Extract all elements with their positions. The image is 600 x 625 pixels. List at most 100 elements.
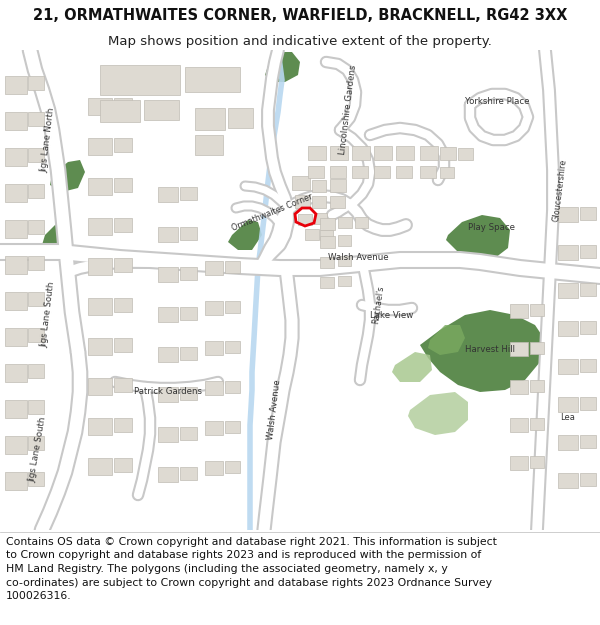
Polygon shape — [88, 298, 112, 315]
Polygon shape — [225, 261, 240, 273]
Text: HM Land Registry. The polygons (including the associated geometry, namely x, y: HM Land Registry. The polygons (includin… — [6, 564, 448, 574]
Polygon shape — [330, 146, 348, 160]
Polygon shape — [158, 387, 178, 402]
Polygon shape — [28, 292, 44, 306]
Polygon shape — [580, 473, 596, 486]
Polygon shape — [558, 473, 578, 488]
Polygon shape — [144, 100, 179, 120]
Polygon shape — [28, 436, 44, 450]
Polygon shape — [580, 435, 596, 448]
Polygon shape — [330, 166, 346, 178]
Text: 21, ORMATHWAITES CORNER, WARFIELD, BRACKNELL, RG42 3XX: 21, ORMATHWAITES CORNER, WARFIELD, BRACK… — [33, 8, 567, 22]
Polygon shape — [195, 135, 223, 155]
Polygon shape — [352, 166, 368, 178]
Polygon shape — [338, 276, 351, 286]
Polygon shape — [28, 220, 44, 234]
Polygon shape — [5, 292, 27, 310]
Polygon shape — [180, 187, 197, 200]
Polygon shape — [114, 138, 132, 152]
Polygon shape — [28, 76, 44, 90]
Text: Contains OS data © Crown copyright and database right 2021. This information is : Contains OS data © Crown copyright and d… — [6, 537, 497, 547]
Polygon shape — [558, 397, 578, 412]
Polygon shape — [205, 381, 223, 395]
Text: Harvest Hill: Harvest Hill — [465, 346, 515, 354]
Polygon shape — [580, 397, 596, 410]
Polygon shape — [312, 196, 326, 208]
Polygon shape — [225, 341, 240, 353]
Text: Walsh Avenue: Walsh Avenue — [266, 379, 282, 441]
Polygon shape — [28, 364, 44, 378]
Polygon shape — [88, 418, 112, 435]
Polygon shape — [180, 467, 197, 480]
Polygon shape — [558, 435, 578, 450]
Polygon shape — [308, 166, 324, 178]
Text: Walsh Avenue: Walsh Avenue — [328, 254, 388, 262]
Polygon shape — [205, 301, 223, 315]
Polygon shape — [158, 227, 178, 242]
Polygon shape — [205, 341, 223, 355]
Polygon shape — [88, 458, 112, 475]
Polygon shape — [88, 218, 112, 235]
Polygon shape — [580, 283, 596, 296]
Polygon shape — [50, 160, 85, 192]
Polygon shape — [330, 196, 345, 208]
Polygon shape — [158, 427, 178, 442]
Polygon shape — [558, 321, 578, 336]
Polygon shape — [180, 227, 197, 240]
Text: Play Space: Play Space — [469, 224, 515, 232]
Polygon shape — [5, 328, 27, 346]
Polygon shape — [374, 146, 392, 160]
Polygon shape — [330, 179, 346, 192]
Polygon shape — [225, 461, 240, 473]
Polygon shape — [428, 325, 465, 355]
Polygon shape — [298, 214, 312, 225]
Polygon shape — [195, 108, 225, 130]
Polygon shape — [312, 180, 326, 192]
Text: Map shows position and indicative extent of the property.: Map shows position and indicative extent… — [108, 34, 492, 48]
Polygon shape — [5, 148, 27, 166]
Polygon shape — [5, 256, 27, 274]
Polygon shape — [292, 176, 310, 190]
Polygon shape — [510, 380, 528, 394]
Polygon shape — [158, 467, 178, 482]
Polygon shape — [5, 364, 27, 382]
Polygon shape — [420, 310, 545, 392]
Polygon shape — [180, 307, 197, 320]
Polygon shape — [396, 146, 414, 160]
Polygon shape — [114, 258, 132, 272]
Polygon shape — [355, 217, 368, 228]
Polygon shape — [308, 146, 326, 160]
Polygon shape — [28, 328, 44, 342]
Polygon shape — [42, 222, 72, 252]
Polygon shape — [580, 207, 596, 220]
Polygon shape — [265, 52, 300, 82]
Polygon shape — [88, 178, 112, 195]
Polygon shape — [320, 230, 333, 240]
Polygon shape — [5, 400, 27, 418]
Polygon shape — [28, 148, 44, 162]
Polygon shape — [5, 220, 27, 238]
Polygon shape — [558, 207, 578, 222]
Polygon shape — [314, 213, 327, 224]
Polygon shape — [88, 378, 112, 395]
Polygon shape — [295, 195, 310, 208]
Polygon shape — [510, 304, 528, 318]
Text: Jigs Lane North: Jigs Lane North — [40, 107, 56, 173]
Text: co-ordinates) are subject to Crown copyright and database rights 2023 Ordnance S: co-ordinates) are subject to Crown copyr… — [6, 578, 492, 587]
Polygon shape — [225, 381, 240, 393]
Polygon shape — [320, 257, 334, 268]
Polygon shape — [510, 456, 528, 470]
Polygon shape — [114, 458, 132, 472]
Polygon shape — [5, 112, 27, 130]
Polygon shape — [352, 146, 370, 160]
Polygon shape — [408, 392, 468, 435]
Polygon shape — [580, 359, 596, 372]
Polygon shape — [114, 178, 132, 192]
Text: Ormathwaites Corner: Ormathwaites Corner — [230, 192, 314, 232]
Polygon shape — [440, 147, 456, 160]
Polygon shape — [114, 338, 132, 352]
Polygon shape — [225, 301, 240, 313]
Text: Rachael's: Rachael's — [371, 286, 385, 324]
Polygon shape — [28, 256, 44, 270]
Polygon shape — [88, 98, 112, 115]
